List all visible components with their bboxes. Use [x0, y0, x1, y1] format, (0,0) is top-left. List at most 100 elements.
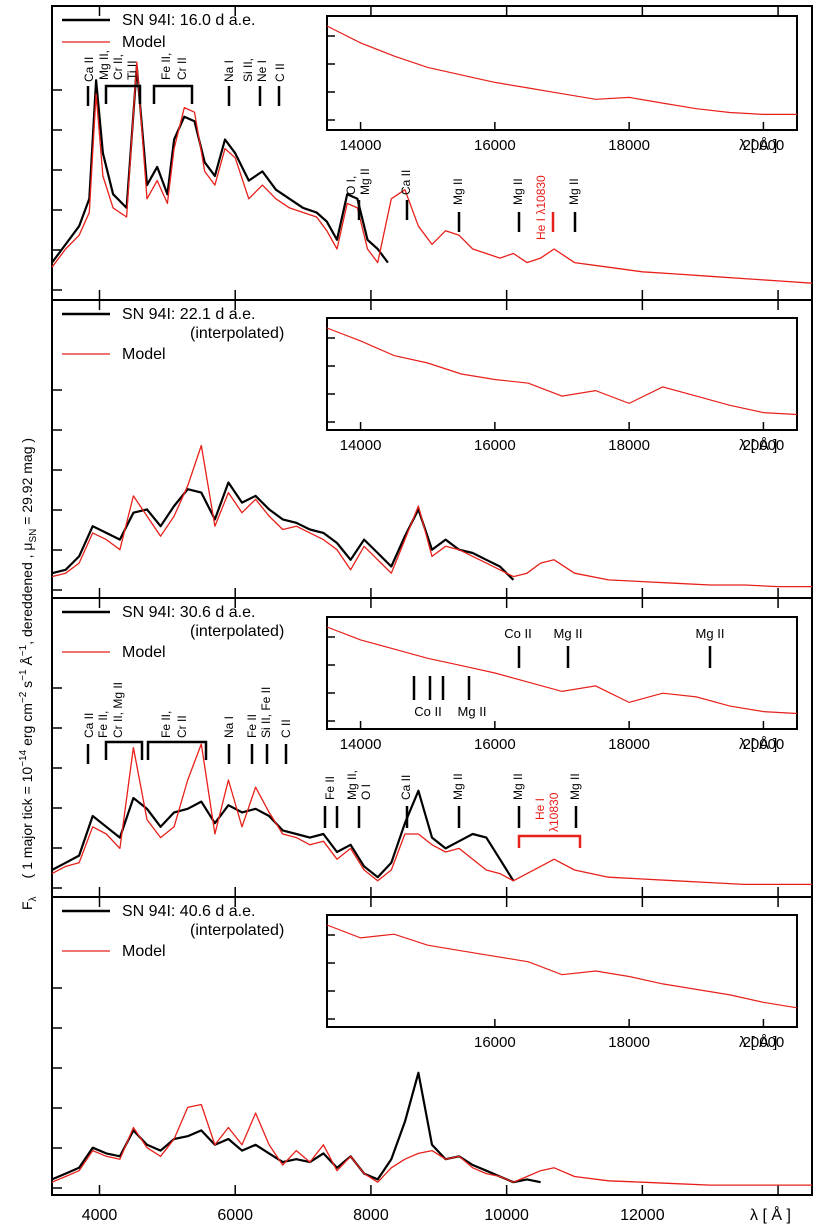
legend-model-label: Model	[122, 346, 166, 363]
line-id-label: Ca II	[82, 713, 96, 738]
inset-line-id-label: Co II	[504, 626, 531, 641]
x-tick-label: 8000	[353, 1207, 389, 1224]
y-label-lambda: λ	[28, 896, 39, 901]
line-id-label: He I λ10830	[534, 175, 548, 240]
inset-x-tick-label: 18000	[608, 736, 650, 753]
y-label-s: s	[19, 681, 35, 692]
line-id-label: C II	[279, 719, 293, 738]
line-id-label: Mg II	[451, 178, 465, 205]
inset-x-tick-label: 16000	[474, 137, 516, 154]
line-id-label: λ10830	[547, 792, 561, 832]
inset-x-tick-label: 20000	[743, 1034, 785, 1051]
line-id-label: Ca II	[399, 170, 413, 195]
inset-x-tick-label: 20000	[743, 736, 785, 753]
line-id-label: Ca II	[399, 775, 413, 800]
line-id-bracket	[152, 84, 194, 104]
y-label-sn: SN	[28, 529, 39, 543]
legend-model-label: Model	[122, 644, 166, 661]
y-label-erg: erg cm	[19, 703, 35, 750]
line-ids-panel-1: Ca II Mg II, Cr II, Ti II Fe II, Cr II Na I Si …	[82, 50, 581, 240]
line-id-label: Mg II	[511, 773, 525, 800]
model-series-line	[51, 61, 813, 284]
inset-model-line	[326, 25, 797, 115]
inset-x-tick-label: 18000	[608, 1034, 650, 1051]
x-tick-label: 4000	[82, 1207, 118, 1224]
inset-x-tick-label: 20000	[743, 437, 785, 454]
legend-interpolated-label: (interpolated)	[190, 325, 284, 342]
line-id-label: Fe II	[323, 776, 337, 800]
legend-interpolated-label: (interpolated)	[190, 623, 284, 640]
observed-series-line	[51, 481, 515, 581]
observed-series-line	[51, 789, 515, 882]
legend-data-label: SN 94I: 22.1 d a.e.	[122, 306, 255, 323]
inset-line-id-label: Mg II	[458, 704, 487, 719]
inset-frame	[326, 15, 798, 131]
panel-frame	[51, 896, 813, 1196]
line-id-label: Cr II	[175, 57, 189, 80]
line-id-label: C II	[273, 63, 287, 82]
line-id-label: Ca II	[82, 57, 96, 82]
inset-frame	[326, 317, 798, 431]
inset-line-id-label: Co II	[414, 704, 441, 719]
model-series-line	[51, 444, 812, 588]
y-label-exp1: −14	[18, 749, 29, 766]
line-id-label: Si II,	[241, 58, 255, 82]
line-id-label: Mg II,	[97, 50, 111, 80]
x-axis-label: λ [ Å ]	[750, 1205, 791, 1224]
legend-data-label: SN 94I: 16.0 d a.e.	[122, 12, 255, 29]
y-label-tick: ( 1 major tick = 10	[19, 767, 35, 879]
svg-text:Fλ( 1 major tick = 10−14 erg c: Fλ( 1 major tick = 10−14 erg cm−2 s−1 Å−…	[18, 438, 39, 910]
line-id-label: Cr II,	[111, 54, 125, 80]
inset-x-tick-label: 18000	[608, 437, 650, 454]
line-id-label: Mg II	[358, 168, 372, 195]
he-bracket	[517, 834, 582, 848]
model-series-line	[51, 1103, 812, 1186]
line-id-label: Cr II	[175, 715, 189, 738]
inset-model-line	[326, 327, 798, 416]
inset-x-tick-label: 14000	[340, 437, 382, 454]
inset-x-label: λ [ Å ]	[739, 1034, 777, 1051]
inset-x-tick-label: 18000	[608, 137, 650, 154]
legend-model-label: Model	[122, 943, 166, 960]
y-axis-label: Fλ( 1 major tick = 10−14 erg cm−2 s−1 Å−…	[18, 438, 39, 910]
line-id-label: Fe II,	[96, 711, 110, 738]
legend: SN 94I: 22.1 d a.e. (interpolated) Model	[62, 306, 284, 363]
x-axis: 4000 6000 8000 10000 12000	[82, 1207, 665, 1224]
line-id-bracket	[146, 740, 208, 760]
line-id-label: Mg II	[511, 178, 525, 205]
inset-line-id-label: Mg II	[554, 626, 583, 641]
y-label-ang: Å	[19, 656, 35, 670]
y-label-exp2: −2	[18, 691, 29, 703]
line-id-label: Na I	[222, 60, 236, 82]
inset-x-tick-label: 16000	[474, 1034, 516, 1051]
legend-data-label: SN 94I: 30.6 d a.e.	[122, 604, 255, 621]
line-id-label: Fe II,	[159, 711, 173, 738]
inset-frame	[326, 914, 798, 1028]
model-series-line	[51, 743, 812, 886]
x-tick-label: 10000	[484, 1207, 529, 1224]
legend: SN 94I: 40.6 d a.e. (interpolated) Model	[62, 903, 284, 960]
inset-model-line	[326, 924, 798, 1009]
line-id-label: Mg II	[568, 773, 582, 800]
inset-model-line	[326, 626, 798, 715]
line-id-label: Fe II	[245, 714, 259, 738]
line-id-label: Fe II,	[159, 53, 173, 80]
legend: SN 94I: 30.6 d a.e. (interpolated) Model	[62, 604, 284, 661]
line-id-label: Mg II,	[345, 770, 359, 800]
inset-x-label: λ [ Å ]	[739, 137, 777, 154]
y-label-mu: = 29.92 mag )	[19, 438, 35, 529]
inset-x-label: λ [ Å ]	[739, 736, 777, 753]
line-id-label: O I	[359, 784, 373, 800]
inset-frame	[326, 616, 798, 730]
line-id-label: O I,	[344, 176, 358, 195]
line-id-bracket	[104, 84, 142, 104]
line-ids-panel-3: Ca II Fe II, Cr II, Mg II Fe II, Cr II Na I Fe…	[82, 626, 724, 848]
inset-line-id-label: Mg II	[696, 626, 725, 641]
